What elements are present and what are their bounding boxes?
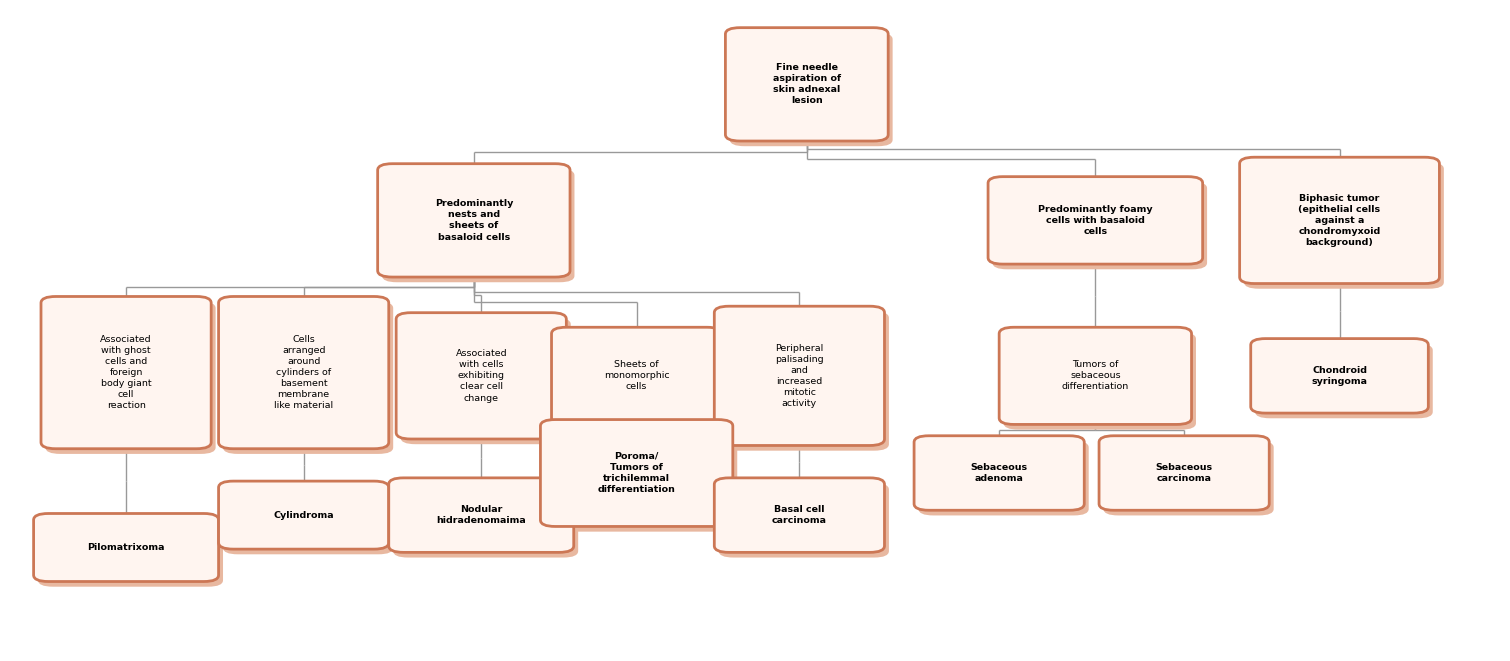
Text: Chondroid
syringoma: Chondroid syringoma [1312,366,1368,386]
FancyBboxPatch shape [223,301,393,454]
FancyBboxPatch shape [1255,344,1433,418]
FancyBboxPatch shape [1244,163,1444,289]
Text: Associated
with cells
exhibiting
clear cell
change: Associated with cells exhibiting clear c… [456,349,507,403]
Text: Predominantly
nests and
sheets of
basaloid cells: Predominantly nests and sheets of basalo… [435,199,513,241]
FancyBboxPatch shape [1250,338,1428,413]
FancyBboxPatch shape [393,483,578,557]
FancyBboxPatch shape [729,33,892,146]
FancyBboxPatch shape [219,297,388,449]
FancyBboxPatch shape [551,327,722,424]
FancyBboxPatch shape [1104,441,1273,516]
FancyBboxPatch shape [38,519,223,587]
FancyBboxPatch shape [541,420,732,526]
FancyBboxPatch shape [545,425,737,531]
FancyBboxPatch shape [918,441,1089,516]
Text: Fine needle
aspiration of
skin adnexal
lesion: Fine needle aspiration of skin adnexal l… [773,63,841,106]
FancyBboxPatch shape [714,306,885,446]
Text: Associated
with ghost
cells and
foreign
body giant
cell
reaction: Associated with ghost cells and foreign … [100,335,153,410]
FancyBboxPatch shape [378,164,571,277]
Text: Poroma/
Tumors of
trichilemmal
differentiation: Poroma/ Tumors of trichilemmal different… [598,452,675,494]
FancyBboxPatch shape [223,486,393,555]
Text: Peripheral
palisading
and
increased
mitotic
activity: Peripheral palisading and increased mito… [775,344,824,408]
FancyBboxPatch shape [219,481,388,549]
FancyBboxPatch shape [914,436,1084,510]
FancyBboxPatch shape [719,311,889,451]
FancyBboxPatch shape [1099,436,1270,510]
FancyBboxPatch shape [556,332,726,430]
FancyBboxPatch shape [396,313,566,439]
Text: Biphasic tumor
(epithelial cells
against a
chondromyxoid
background): Biphasic tumor (epithelial cells against… [1299,194,1380,247]
FancyBboxPatch shape [714,478,885,553]
FancyBboxPatch shape [33,514,219,582]
Text: Sheets of
monomorphic
cells: Sheets of monomorphic cells [604,360,669,391]
Text: Cells
arranged
around
cylinders of
basement
membrane
like material: Cells arranged around cylinders of basem… [275,335,334,410]
FancyBboxPatch shape [1004,332,1196,430]
FancyBboxPatch shape [388,478,574,553]
Text: Tumors of
sebaceous
differentiation: Tumors of sebaceous differentiation [1062,360,1129,391]
FancyBboxPatch shape [400,318,571,444]
Text: Cylindroma: Cylindroma [273,510,334,520]
Text: Sebaceous
carcinoma: Sebaceous carcinoma [1155,463,1213,483]
FancyBboxPatch shape [1240,157,1439,284]
FancyBboxPatch shape [45,301,216,454]
Text: Predominantly foamy
cells with basaloid
cells: Predominantly foamy cells with basaloid … [1037,205,1152,236]
FancyBboxPatch shape [725,28,888,141]
FancyBboxPatch shape [1000,327,1191,424]
FancyBboxPatch shape [992,182,1206,269]
Text: Nodular
hidradenomaima: Nodular hidradenomaima [436,505,525,525]
FancyBboxPatch shape [41,297,211,449]
FancyBboxPatch shape [382,169,574,282]
Text: Pilomatrixoma: Pilomatrixoma [88,543,165,552]
Text: Basal cell
carcinoma: Basal cell carcinoma [772,505,827,525]
FancyBboxPatch shape [988,176,1202,264]
Text: Sebaceous
adenoma: Sebaceous adenoma [971,463,1028,483]
FancyBboxPatch shape [719,483,889,557]
